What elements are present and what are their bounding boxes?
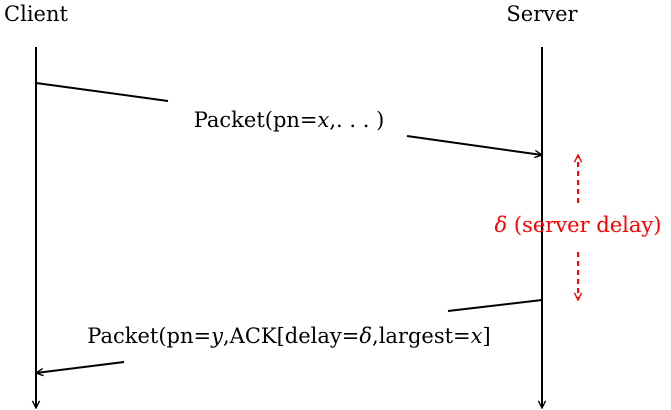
message-1-part: Packet(pn=	[194, 108, 318, 132]
message-1-label: Packet(pn=x,. . . )	[194, 108, 385, 132]
message-2-part: Packet(pn=	[87, 324, 211, 348]
message-2-label: Packet(pn=y,ACK[delay=δ,largest=x]	[87, 324, 490, 348]
delay-text: (server delay)	[507, 213, 661, 237]
message-2-part: ,ACK[delay=	[223, 324, 359, 348]
message-2-part: δ	[359, 324, 372, 348]
message-2-part: y	[210, 324, 224, 348]
message-2-arrow-end	[36, 361, 125, 373]
message-2-part: x	[471, 324, 483, 348]
message-1-part: x	[318, 108, 330, 132]
delay-label: δ (server delay)	[495, 213, 662, 237]
message-2-part: ,largest=	[372, 324, 471, 348]
message-1-arrow-start	[35, 82, 169, 102]
message-1-part: ,. . . )	[329, 108, 384, 132]
message-2-part: ]	[483, 324, 491, 348]
server-label: Server	[506, 2, 578, 26]
delay-symbol: δ	[495, 213, 508, 237]
client-label: Client	[4, 2, 68, 26]
message-1-arrow-end	[406, 135, 542, 155]
message-2-arrow-start	[447, 299, 543, 312]
